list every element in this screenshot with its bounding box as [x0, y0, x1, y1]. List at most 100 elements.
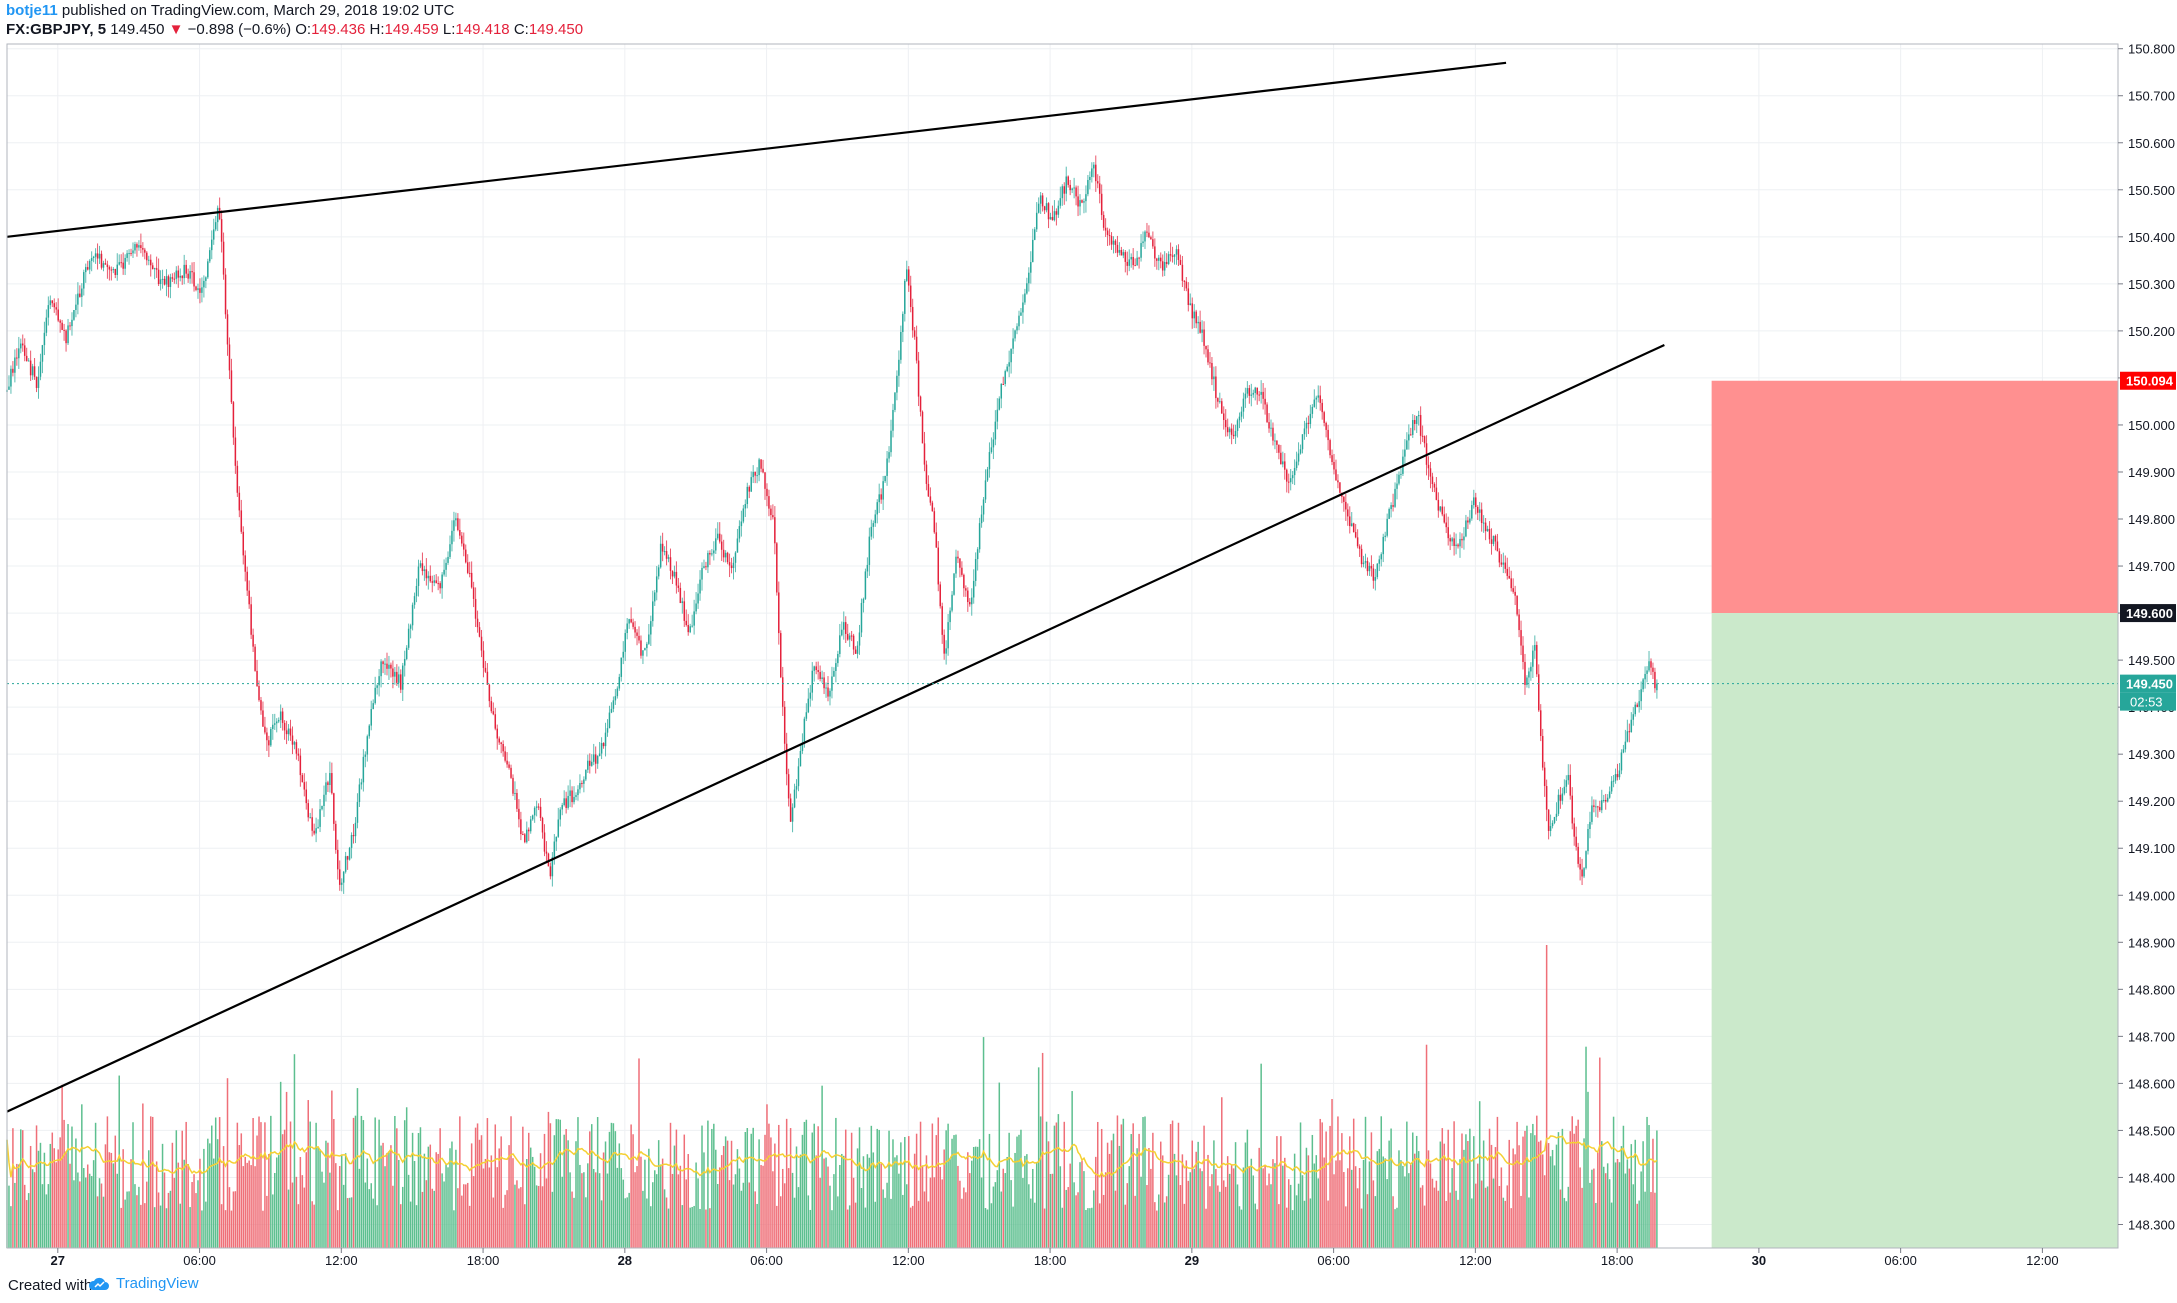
- candle-body: [254, 646, 256, 671]
- volume-bar: [655, 1174, 658, 1248]
- volume-bar: [502, 1207, 504, 1248]
- volume-bar: [51, 1132, 54, 1248]
- volume-bar: [128, 1191, 130, 1248]
- volume-bar: [598, 1173, 601, 1248]
- tradingview-brand-link[interactable]: TradingView: [88, 1275, 199, 1292]
- created-with-text: Created with: [8, 1277, 93, 1294]
- volume-bar: [689, 1207, 691, 1248]
- volume-bar: [1321, 1122, 1323, 1248]
- candle-body: [892, 409, 894, 431]
- volume-bar: [120, 1207, 122, 1248]
- short-position-tool[interactable]: [1711, 380, 2118, 1248]
- time-axis[interactable]: 27 06:00 12:00 18:00 28 06:00 12:00 18:00 29 06:0…: [51, 1248, 2059, 1268]
- candle-body: [116, 264, 119, 276]
- volume-bar: [1417, 1151, 1420, 1248]
- candle-body: [277, 720, 280, 722]
- volume-bar: [1508, 1139, 1510, 1248]
- volume-bars: [6, 945, 1658, 1248]
- volume-bar: [1057, 1114, 1060, 1248]
- volume-bar: [1209, 1186, 1211, 1248]
- volume-bar: [118, 1075, 120, 1248]
- volume-bar: [734, 1174, 737, 1248]
- volume-bar: [1469, 1128, 1471, 1248]
- volume-bar: [1396, 1207, 1398, 1248]
- candle-body: [279, 711, 282, 721]
- candle-body: [311, 817, 313, 831]
- candle-body: [1494, 535, 1497, 542]
- candle-body: [1549, 826, 1552, 831]
- price-axis[interactable]: 150.800150.700150.600150.500150.400150.3…: [2118, 42, 2176, 1233]
- volume-bar: [941, 1179, 943, 1248]
- volume-bar: [1557, 1132, 1560, 1248]
- candle-body: [703, 566, 705, 568]
- volume-bar: [1059, 1166, 1062, 1248]
- price-tick-label: 150.800: [2128, 42, 2175, 57]
- candle-body: [970, 597, 973, 605]
- candle-body: [451, 530, 453, 545]
- candle-body: [1398, 474, 1400, 484]
- volume-bar: [1081, 1160, 1083, 1248]
- price-chart[interactable]: 150.800150.700150.600150.500150.400150.3…: [0, 0, 2177, 1268]
- volume-bar: [435, 1152, 437, 1248]
- symbol-label[interactable]: FX:GBPJPY, 5: [6, 21, 107, 38]
- volume-bar: [510, 1116, 512, 1248]
- candle-body: [1028, 272, 1030, 284]
- candle-body: [372, 703, 374, 710]
- volume-bar: [1642, 1141, 1644, 1248]
- volume-bar: [1303, 1200, 1306, 1248]
- volume-bar: [277, 1155, 280, 1248]
- low-value: 149.418: [455, 21, 510, 38]
- candle-body: [1439, 506, 1442, 511]
- candle-body: [10, 368, 12, 387]
- candle-body: [766, 488, 768, 497]
- candle-body: [1287, 481, 1290, 483]
- candle-body: [844, 622, 847, 634]
- volume-bar: [1195, 1151, 1197, 1248]
- candle-body: [921, 411, 924, 444]
- candle-body: [1461, 538, 1463, 541]
- candle-body: [1514, 591, 1516, 596]
- volume-bar: [1539, 1140, 1542, 1248]
- volume-bar: [142, 1103, 144, 1248]
- volume-bar: [1244, 1142, 1247, 1248]
- candle-body: [281, 711, 284, 723]
- volume-bar: [931, 1123, 934, 1248]
- candle-body: [1299, 449, 1302, 454]
- candle-body: [8, 386, 10, 390]
- candle-body: [1110, 236, 1113, 245]
- volume-bar: [313, 1204, 315, 1248]
- volume-bar: [427, 1146, 430, 1248]
- volume-bar: [1116, 1115, 1119, 1248]
- volume-bar: [1047, 1141, 1050, 1248]
- candle-body: [685, 620, 688, 625]
- candle-body: [1567, 774, 1570, 781]
- volume-bar: [317, 1146, 319, 1248]
- candle-body: [201, 287, 203, 293]
- volume-bar: [701, 1125, 703, 1248]
- candle-body: [447, 556, 449, 563]
- candle-body: [246, 571, 248, 591]
- candle-body: [878, 494, 880, 503]
- candle-body: [1163, 261, 1166, 271]
- volume-bar: [216, 1139, 219, 1248]
- volume-bar: [122, 1149, 124, 1248]
- volume-bar: [1179, 1185, 1182, 1248]
- volume-bar: [1654, 1192, 1656, 1248]
- candle-body: [358, 784, 361, 802]
- volume-bar: [1217, 1185, 1219, 1248]
- volume-bar: [1098, 1203, 1101, 1248]
- author-link[interactable]: botje11: [6, 2, 58, 19]
- candle-body: [1323, 412, 1325, 423]
- candle-body: [1419, 415, 1422, 436]
- volume-bar: [943, 1149, 945, 1248]
- trendlines[interactable]: [6, 61, 2118, 1113]
- candle-body: [778, 592, 780, 634]
- volume-bar: [411, 1132, 414, 1248]
- candle-body: [140, 245, 142, 249]
- volume-bar: [1272, 1159, 1274, 1248]
- candle-body: [287, 728, 290, 735]
- volume-bar: [1591, 1169, 1593, 1248]
- volume-bar: [691, 1206, 693, 1248]
- candle-body: [488, 684, 491, 702]
- volume-bar: [587, 1163, 589, 1248]
